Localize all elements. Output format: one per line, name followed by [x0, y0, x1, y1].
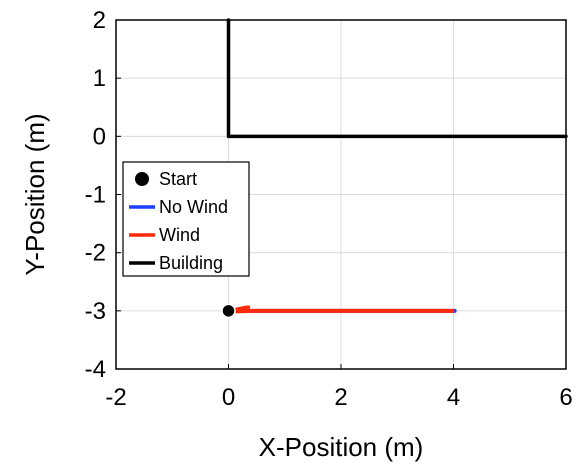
- axis-ticks: -2 0 2 4 6 -4 -3 -2 -1 0 1 2: [85, 7, 573, 411]
- x-tick-label: -2: [105, 384, 126, 411]
- y-tick-label: -4: [85, 356, 106, 383]
- legend-label-start: Start: [159, 169, 197, 189]
- y-tick-label: 0: [93, 123, 106, 150]
- legend-label-wind: Wind: [159, 225, 200, 245]
- series-line-wind: [226, 305, 455, 314]
- y-tick-label: -2: [85, 240, 106, 267]
- legend-label-no-wind: No Wind: [159, 197, 228, 217]
- series-line-building: [226, 18, 568, 139]
- series-layer: [221, 18, 568, 319]
- y-tick-label: 2: [93, 7, 106, 34]
- y-tick-label: -1: [85, 182, 106, 209]
- legend-symbol-start: [135, 172, 149, 186]
- legend: Start No Wind Wind Building: [122, 161, 250, 277]
- y-tick-label: -3: [85, 298, 106, 325]
- legend-label-building: Building: [159, 253, 223, 273]
- y-axis-label: Y-Position (m): [20, 113, 50, 275]
- start-marker-top: [221, 303, 236, 319]
- x-tick-label: 2: [334, 384, 347, 411]
- x-axis-label: X-Position (m): [259, 432, 424, 462]
- x-tick-label: 4: [447, 384, 460, 411]
- x-tick-label: 6: [559, 384, 572, 411]
- y-tick-label: 1: [93, 65, 106, 92]
- x-tick-label: 0: [222, 384, 235, 411]
